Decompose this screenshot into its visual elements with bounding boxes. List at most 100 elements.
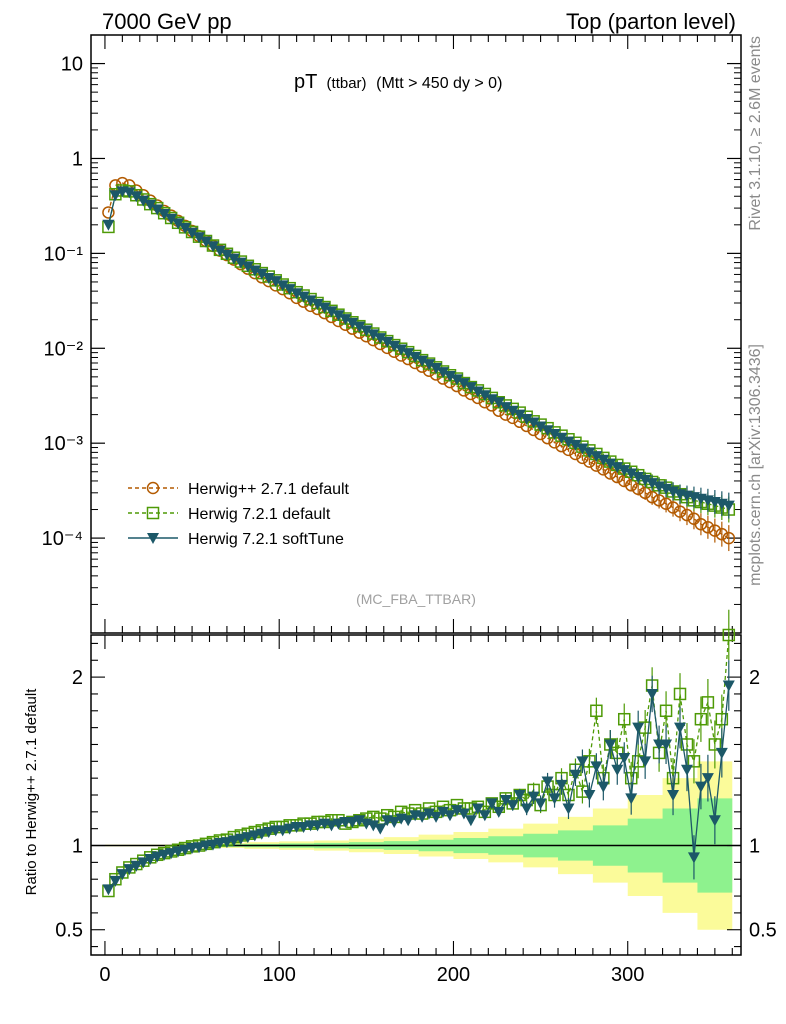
- main-herwig-2-7-1-default-point: [715, 527, 729, 541]
- ratio-herwig-7-2-1-softtune-point: [423, 808, 436, 820]
- ratio-herwig-7-2-1-softtune-point: [625, 793, 638, 805]
- ratio-herwig-7-2-1-softtune-point: [604, 739, 617, 751]
- x-tick-label: 200: [437, 964, 470, 986]
- main-herwig-7-2-1-softtune-point: [478, 390, 491, 402]
- main-herwig-7-2-1-softtune-point: [346, 317, 359, 329]
- main-herwig-7-2-1-softtune-point: [381, 336, 394, 348]
- ratio-herwig-7-2-1-default-point: [590, 704, 603, 718]
- ratio-herwig-7-2-1-softtune-point: [227, 835, 240, 847]
- ratio-herwig-7-2-1-softtune-point: [590, 761, 603, 773]
- plot-title-sub2: (Mtt > 450 dy > 0): [376, 75, 502, 92]
- ratio-herwig-7-2-1-softtune-point: [325, 820, 338, 832]
- legend-label-herwig7-softtune: Herwig 7.2.1 softTune: [188, 531, 344, 548]
- main-herwig-7-2-1-softtune-point: [332, 310, 345, 322]
- ratio-herwig-7-2-1-softtune-point: [562, 803, 575, 815]
- ratio-herwig-7-2-1-softtune-point: [416, 811, 429, 823]
- main-herwig-7-2-1-softtune-point: [360, 325, 373, 337]
- ratio-herwig-7-2-1-softtune-point: [144, 854, 157, 865]
- main-herwig-7-2-1-softtune-point: [269, 276, 282, 288]
- main-herwig-7-2-1-softtune-point: [402, 348, 415, 360]
- ratio-herwig-7-2-1-softtune-point: [193, 842, 206, 854]
- main-herwig-7-2-1-softtune-point: [506, 405, 519, 417]
- main-herwig-7-2-1-softtune-point: [548, 428, 561, 440]
- main-herwig-7-2-1-softtune-point: [325, 306, 338, 318]
- main-herwig-2-7-1-default-point: [680, 508, 694, 522]
- ratio-herwig-7-2-1-softtune-point: [632, 722, 645, 734]
- ratio-herwig-7-2-1-softtune-point: [374, 823, 387, 835]
- ratio-herwig-7-2-1-softtune-point: [262, 827, 275, 839]
- main-y-tick-label: 10⁻⁴: [42, 528, 83, 550]
- ratio-herwig-7-2-1-softtune-point: [172, 846, 185, 858]
- ratio-y-tick-label-right: 1: [749, 836, 760, 858]
- ratio-herwig-7-2-1-softtune-point: [506, 800, 519, 812]
- ratio-herwig-7-2-1-softtune-point: [346, 816, 359, 828]
- main-y-tick-label: 10: [61, 54, 83, 76]
- main-herwig-2-7-1-default-point: [722, 531, 736, 545]
- main-herwig-7-2-1-softtune-point: [172, 218, 185, 230]
- main-herwig-7-2-1-softtune-point: [179, 223, 192, 235]
- ratio-herwig-7-2-1-softtune-point: [388, 816, 401, 828]
- ratio-herwig-7-2-1-softtune-point: [680, 764, 693, 776]
- main-herwig-7-2-1-softtune-point: [450, 374, 463, 386]
- main-herwig-7-2-1-softtune-point: [569, 439, 582, 451]
- ratio-herwig-7-2-1-softtune-point: [597, 781, 610, 793]
- ratio-herwig-7-2-1-softtune-point: [667, 790, 680, 801]
- main-herwig-7-2-1-softtune-point: [513, 409, 526, 421]
- main-herwig-7-2-1-softtune-point: [241, 261, 254, 273]
- ratio-herwig-7-2-1-softtune-point: [450, 805, 463, 817]
- main-herwig-7-2-1-softtune-point: [409, 351, 422, 363]
- main-herwig-7-2-1-softtune-point: [318, 302, 331, 314]
- ratio-herwig-7-2-1-softtune-point: [130, 860, 143, 872]
- ratio-herwig-7-2-1-softtune-point: [555, 779, 568, 791]
- ratio-herwig-7-2-1-softtune-point: [276, 825, 289, 837]
- main-herwig-2-7-1-default-point: [645, 490, 659, 504]
- ratio-herwig-7-2-1-softtune-point: [687, 852, 700, 864]
- main-herwig-7-2-1-softtune-point: [583, 447, 596, 459]
- main-herwig-7-2-1-softtune-point: [597, 454, 610, 466]
- main-herwig-7-2-1-softtune-point: [457, 378, 470, 390]
- ratio-herwig-7-2-1-softtune-point: [464, 815, 477, 827]
- ratio-herwig-7-2-1-softtune-point: [583, 790, 596, 801]
- main-herwig-2-7-1-default-point: [694, 517, 708, 531]
- main-herwig-7-2-1-softtune-point: [102, 219, 115, 231]
- ratio-herwig-7-2-1-softtune-point: [457, 808, 470, 820]
- ratio-y-tick-label: 0.5: [55, 920, 83, 942]
- ratio-herwig-7-2-1-softtune-point: [297, 822, 310, 833]
- main-y-tick-label: 10⁻²: [44, 338, 84, 360]
- ratio-herwig-7-2-1-softtune-point: [715, 747, 728, 759]
- main-herwig-7-2-1-softtune-point: [374, 333, 387, 345]
- ratio-herwig-7-2-1-softtune-point: [471, 803, 484, 815]
- ratio-herwig-7-2-1-softtune-point: [179, 844, 192, 856]
- ratio-herwig-7-2-1-softtune-point: [674, 722, 687, 734]
- rivet-version-label: Rivet 3.1.10, ≥ 2.6M events: [747, 36, 764, 231]
- ratio-herwig-7-2-1-softtune-point: [158, 849, 171, 861]
- ratio-y-tick-label-right: 0.5: [749, 920, 777, 942]
- main-herwig-7-2-1-softtune-point: [576, 443, 589, 455]
- ratio-herwig-7-2-1-softtune-point: [137, 857, 150, 869]
- ratio-herwig-7-2-1-default-point: [659, 704, 673, 718]
- main-herwig-7-2-1-softtune-point: [437, 367, 450, 379]
- ratio-herwig-7-2-1-softtune-point: [248, 830, 261, 842]
- legend-marker-square: [146, 506, 160, 520]
- ratio-herwig-7-2-1-softtune-point: [492, 806, 505, 818]
- main-y-tick-label: 10⁻³: [44, 433, 84, 455]
- main-herwig-7-2-1-softtune-point: [206, 241, 219, 253]
- main-herwig-7-2-1-softtune-point: [367, 329, 380, 341]
- main-herwig-2-7-1-default-point: [638, 486, 652, 500]
- main-herwig-7-2-1-softtune-point: [618, 465, 631, 477]
- main-herwig-7-2-1-softtune-point: [123, 187, 136, 199]
- main-herwig-7-2-1-softtune-point: [611, 462, 624, 474]
- main-herwig-7-2-1-softtune-point: [534, 421, 547, 433]
- main-herwig-7-2-1-softtune-point: [220, 249, 233, 261]
- main-herwig-7-2-1-softtune-point: [109, 190, 122, 202]
- ratio-herwig-7-2-1-softtune-point: [569, 769, 582, 781]
- main-herwig-7-2-1-softtune-point: [395, 344, 408, 356]
- main-herwig-2-7-1-default-point: [666, 501, 680, 514]
- ratio-herwig-7-2-1-softtune-point: [548, 793, 561, 805]
- collision-label: 7000 GeV pp: [102, 9, 232, 34]
- main-plot-frame: [90, 34, 742, 634]
- main-herwig-7-2-1-softtune-point: [520, 413, 533, 425]
- main-herwig-7-2-1-softtune-point: [464, 382, 477, 394]
- ratio-herwig-7-2-1-default-point: [701, 696, 715, 709]
- ratio-herwig-7-2-1-default-point: [617, 712, 631, 726]
